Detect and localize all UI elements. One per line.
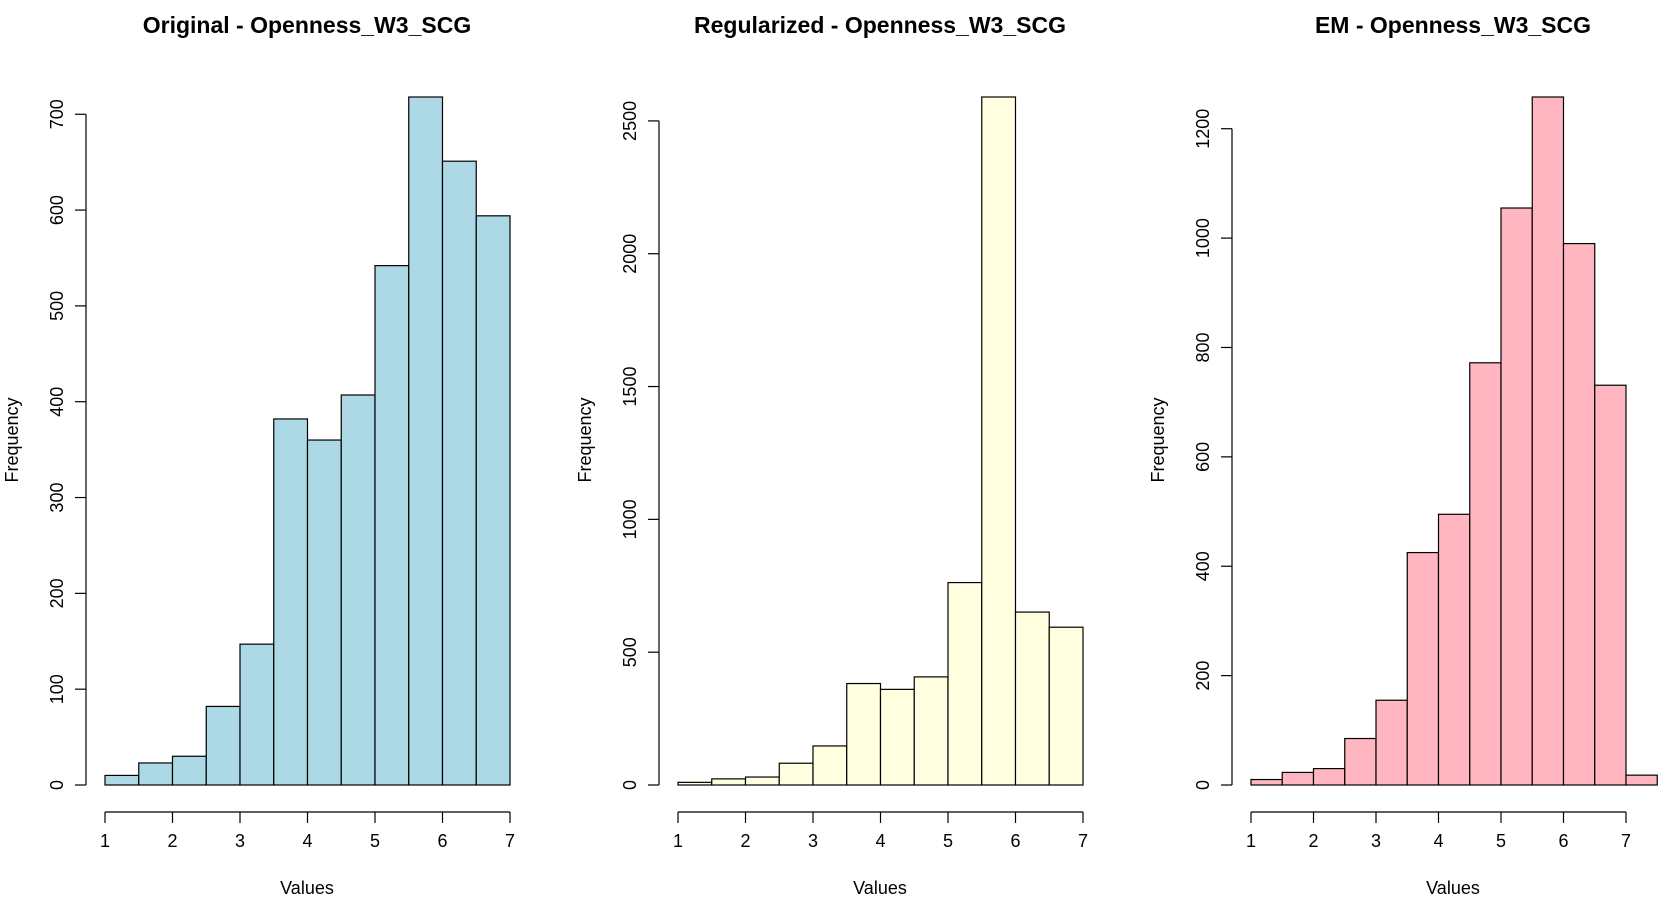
histogram-bar [677,781,713,786]
histogram-bar [846,682,882,786]
x-tick-label: 5 [1496,831,1506,851]
histogram-bar [408,96,444,786]
histogram-bar [441,160,477,786]
y-axis-label: Frequency [1148,397,1168,482]
histogram-bar [1531,96,1565,786]
histogram-bar [1594,384,1627,786]
histogram-bar [711,778,747,786]
histogram-bar [1048,626,1084,786]
y-tick-label: 0 [1193,780,1213,790]
histogram-bar [778,762,814,786]
y-tick-label: 600 [1193,442,1213,472]
y-tick-label: 500 [620,637,640,667]
histogram-bar [1437,513,1471,786]
y-axis-label: Frequency [575,397,595,482]
y-tick-label: 100 [47,674,67,704]
x-tick-label: 6 [437,831,447,851]
histogram-bar [171,755,207,786]
y-tick-label: 0 [47,780,67,790]
histogram-bar [306,439,342,786]
y-tick-label: 1200 [1193,109,1213,149]
x-tick-label: 7 [1621,831,1631,851]
histogram-bar [1625,774,1658,786]
histogram-bar [1406,551,1440,786]
panel-original: Original - Openness_W3_SCG Values Freque… [2,12,515,898]
x-tick-label: 1 [673,831,683,851]
histogram-bar [1250,778,1283,786]
x-tick-label: 3 [1371,831,1381,851]
y-tick-label: 400 [1193,551,1213,581]
x-tick-label: 4 [302,831,312,851]
x-tick-label: 1 [100,831,110,851]
y-tick-label: 700 [47,99,67,129]
x-tick-label: 5 [943,831,953,851]
y-tick-label: 1500 [620,367,640,407]
histogram-bar [239,643,275,786]
panel-title: EM - Openness_W3_SCG [1315,12,1591,38]
x-axis-label: Values [853,878,907,898]
histogram-bar [1562,242,1596,786]
y-tick-label: 500 [47,291,67,321]
x-tick-label: 3 [235,831,245,851]
histogram-bar [1281,771,1315,786]
x-tick-label: 4 [1433,831,1443,851]
x-axis-label: Values [280,878,334,898]
x-tick-label: 4 [875,831,885,851]
y-tick-label: 800 [1193,332,1213,362]
y-tick-label: 600 [47,195,67,225]
histogram-bar [744,776,780,786]
y-tick-label: 0 [620,780,640,790]
x-tick-label: 5 [370,831,380,851]
y-tick-label: 2000 [620,234,640,274]
histogram-bar [1312,767,1346,786]
histogram-bar [947,581,983,786]
y-tick-label: 200 [47,578,67,608]
y-tick-label: 1000 [1193,218,1213,258]
x-tick-label: 6 [1010,831,1020,851]
x-tick-label: 2 [167,831,177,851]
panel-title: Original - Openness_W3_SCG [143,12,471,38]
histogram-bar [475,215,511,786]
histogram-bar [205,705,241,786]
histogram-bar [273,418,309,786]
histogram-bar [981,96,1017,786]
y-tick-label: 1000 [620,499,640,539]
histogram-bar [1469,362,1502,786]
x-tick-label: 1 [1246,831,1256,851]
x-tick-label: 7 [505,831,515,851]
panel-title: Regularized - Openness_W3_SCG [694,12,1066,38]
panel-regularized: Regularized - Openness_W3_SCG Values Fre… [575,12,1088,898]
x-tick-label: 2 [740,831,750,851]
histogram-bar [913,676,949,786]
histogram-bar [374,265,410,786]
histogram-bar [1344,737,1377,786]
y-tick-label: 2500 [620,101,640,141]
histogram-bar [812,745,848,786]
x-tick-label: 6 [1558,831,1568,851]
histogram-bar [1375,699,1408,786]
y-tick-label: 300 [47,483,67,513]
histogram-bar [1500,207,1533,786]
x-tick-label: 7 [1078,831,1088,851]
y-tick-label: 200 [1193,661,1213,691]
histogram-bar [138,762,174,786]
histogram-bar [1014,611,1050,786]
histogram-bar [879,688,915,786]
x-tick-label: 3 [808,831,818,851]
x-tick-label: 2 [1308,831,1318,851]
histogram-bar [340,394,376,786]
y-tick-label: 400 [47,387,67,417]
histogram-bar [104,774,140,786]
y-axis-label: Frequency [2,397,22,482]
x-axis-label: Values [1426,878,1480,898]
